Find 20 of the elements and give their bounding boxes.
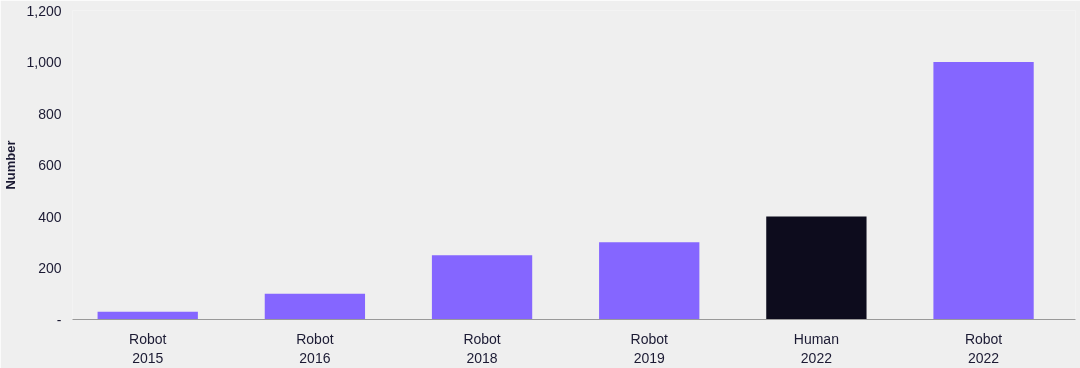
- y-tick-label: 400: [38, 208, 62, 225]
- x-tick-label: Robot 2015: [129, 330, 167, 366]
- y-tick-label: 200: [38, 260, 62, 276]
- bar: [933, 62, 1034, 320]
- x-tick-label: Robot 2018: [463, 330, 501, 366]
- bar: [766, 216, 867, 320]
- y-tick-label: 1,000: [26, 54, 62, 70]
- y-tick-label: 800: [38, 105, 62, 122]
- bar: [97, 311, 198, 320]
- x-tick-label: Robot 2022: [964, 330, 1003, 366]
- bar: [264, 293, 366, 320]
- bar: [431, 255, 533, 320]
- x-tick-label: Human 2022: [793, 330, 839, 366]
- y-axis-title: Number: [3, 140, 19, 190]
- y-tick-label: 600: [38, 157, 62, 173]
- bar: [599, 242, 700, 320]
- y-tick-label: -: [56, 311, 62, 328]
- x-tick-label: Robot 2016: [296, 330, 334, 366]
- x-tick-label: Robot 2019: [630, 330, 669, 366]
- y-tick-label: 1,200: [26, 2, 62, 19]
